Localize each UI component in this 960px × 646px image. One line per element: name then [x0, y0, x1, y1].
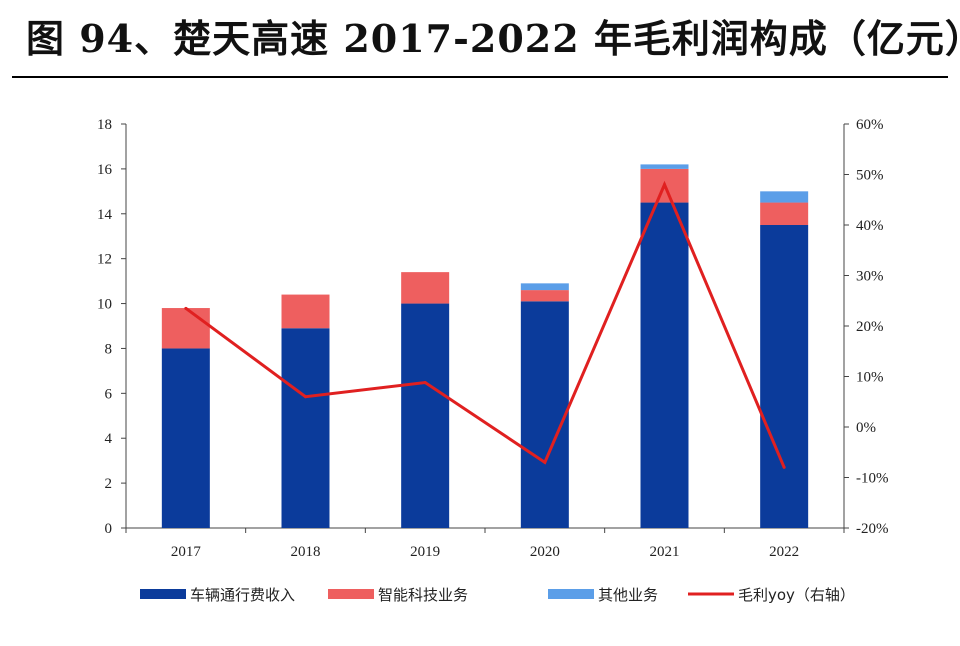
x-tick-label: 2020: [530, 544, 560, 560]
x-tick-label: 2018: [291, 544, 321, 560]
yoy-line: [184, 180, 786, 468]
legend-swatch: [328, 589, 374, 599]
bar-tech: [281, 294, 330, 329]
bar-tech: [401, 272, 450, 304]
y-tick-label: 12: [97, 252, 112, 268]
y-tick-label: 10: [97, 297, 112, 313]
y-tick-label: 14: [97, 207, 113, 223]
bar-toll: [640, 202, 689, 529]
yoy-point: [782, 465, 786, 469]
title-bar: 图 94、楚天高速 2017-2022 年毛利润构成（亿元）: [0, 0, 960, 80]
yoy-point: [663, 183, 666, 187]
bar-other: [640, 164, 689, 169]
bar-toll: [161, 348, 210, 528]
yoy-point: [543, 460, 547, 464]
x-tick-label: 2017: [171, 544, 202, 560]
y2-tick-label: 60%: [856, 117, 884, 133]
bar-toll: [281, 328, 330, 528]
y2-tick-label: -20%: [856, 521, 889, 537]
y-tick-label: 4: [105, 431, 113, 447]
bar-toll: [520, 301, 569, 528]
y2-tick-label: 40%: [856, 218, 884, 234]
y-tick-label: 6: [105, 386, 113, 402]
legend-label: 智能科技业务: [378, 586, 468, 604]
bar-tech: [760, 202, 809, 225]
bar-other: [520, 283, 569, 291]
bar-toll: [401, 303, 450, 528]
bar-tech: [520, 290, 569, 302]
bar-tech: [161, 308, 210, 349]
y2-tick-label: 20%: [856, 319, 884, 335]
x-tick-label: 2022: [769, 544, 799, 560]
y2-tick-label: 10%: [856, 370, 884, 386]
legend-swatch: [548, 589, 594, 599]
bar-other: [760, 191, 809, 203]
yoy-point: [423, 381, 427, 385]
x-tick-label: 2021: [650, 544, 680, 560]
legend-label: 车辆通行费收入: [190, 586, 295, 604]
x-tick-label: 2019: [410, 544, 440, 560]
y-tick-label: 8: [105, 341, 113, 357]
y2-tick-label: 50%: [856, 168, 884, 184]
y2-tick-label: 0%: [856, 420, 876, 436]
legend-label: 其他业务: [598, 586, 658, 604]
yoy-point: [184, 306, 188, 310]
y-tick-label: 16: [97, 162, 113, 178]
title-divider: [12, 76, 948, 78]
yoy-point: [304, 395, 307, 399]
y-tick-label: 18: [97, 117, 112, 133]
legend-label: 毛利yoy（右轴）: [738, 586, 855, 604]
bar-toll: [760, 225, 809, 528]
y-tick-label: 2: [105, 476, 113, 492]
y-tick-label: 0: [105, 521, 113, 537]
y2-tick-label: 30%: [856, 269, 884, 285]
chart-title: 图 94、楚天高速 2017-2022 年毛利润构成（亿元）: [26, 16, 960, 61]
y2-tick-label: -10%: [856, 471, 889, 487]
legend-swatch: [140, 589, 186, 599]
